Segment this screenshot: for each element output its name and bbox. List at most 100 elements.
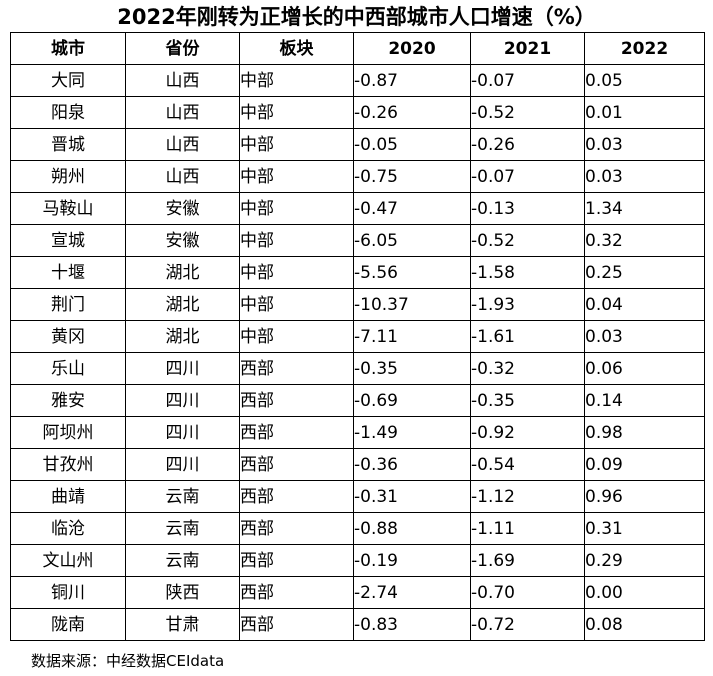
region-cell: 中部 — [239, 288, 354, 321]
province-cell: 安徽 — [125, 224, 240, 257]
data-source-note: 数据来源：中经数据CEIdata — [31, 652, 225, 670]
value-2021-cell: -1.58 — [470, 256, 585, 289]
value-2020-cell: -1.49 — [353, 416, 471, 449]
value-2020-cell: -0.83 — [353, 608, 471, 641]
value-2021-cell: -1.93 — [470, 288, 585, 321]
table-row: 阳泉 山西 中部 -0.26 -0.52 0.01 — [10, 96, 705, 129]
province-cell: 甘肃 — [125, 608, 240, 641]
value-2022-cell: 0.03 — [584, 320, 705, 353]
region-cell: 西部 — [239, 512, 354, 545]
value-2022-cell: 0.04 — [584, 288, 705, 321]
region-cell: 中部 — [239, 64, 354, 97]
value-2021-cell: -1.11 — [470, 512, 585, 545]
value-2022-cell: 0.03 — [584, 160, 705, 193]
value-2020-cell: -6.05 — [353, 224, 471, 257]
province-cell: 四川 — [125, 448, 240, 481]
table-row: 大同 山西 中部 -0.87 -0.07 0.05 — [10, 64, 705, 97]
city-cell: 雅安 — [10, 384, 126, 417]
city-cell: 曲靖 — [10, 480, 126, 513]
table-row: 陇南 甘肃 西部 -0.83 -0.72 0.08 — [10, 608, 705, 641]
value-2021-cell: -0.26 — [470, 128, 585, 161]
region-cell: 西部 — [239, 384, 354, 417]
value-2021-cell: -0.07 — [470, 64, 585, 97]
value-2021-cell: -0.32 — [470, 352, 585, 385]
region-cell: 中部 — [239, 256, 354, 289]
table-row: 朔州 山西 中部 -0.75 -0.07 0.03 — [10, 160, 705, 193]
region-cell: 西部 — [239, 448, 354, 481]
city-cell: 大同 — [10, 64, 126, 97]
value-2020-cell: -0.05 — [353, 128, 471, 161]
province-cell: 湖北 — [125, 288, 240, 321]
region-cell: 西部 — [239, 608, 354, 641]
city-cell: 十堰 — [10, 256, 126, 289]
table-row: 马鞍山 安徽 中部 -0.47 -0.13 1.34 — [10, 192, 705, 225]
value-2022-cell: 0.96 — [584, 480, 705, 513]
city-cell: 阳泉 — [10, 96, 126, 129]
table-row: 临沧 云南 西部 -0.88 -1.11 0.31 — [10, 512, 705, 545]
value-2021-cell: -0.07 — [470, 160, 585, 193]
city-cell: 阿坝州 — [10, 416, 126, 449]
value-2020-cell: -0.88 — [353, 512, 471, 545]
table-row: 文山州 云南 西部 -0.19 -1.69 0.29 — [10, 544, 705, 577]
city-cell: 乐山 — [10, 352, 126, 385]
province-cell: 安徽 — [125, 192, 240, 225]
value-2021-cell: -0.35 — [470, 384, 585, 417]
value-2020-cell: -0.87 — [353, 64, 471, 97]
value-2022-cell: 1.34 — [584, 192, 705, 225]
city-cell: 文山州 — [10, 544, 126, 577]
value-2022-cell: 0.32 — [584, 224, 705, 257]
region-cell: 中部 — [239, 128, 354, 161]
region-cell: 西部 — [239, 576, 354, 609]
region-cell: 中部 — [239, 224, 354, 257]
population-growth-table: 城市 省份 板块 2020 2021 2022 大同 山西 中部 -0.87 -0.07… — [10, 32, 705, 641]
value-2022-cell: 0.09 — [584, 448, 705, 481]
region-cell: 西部 — [239, 416, 354, 449]
value-2022-cell: 0.00 — [584, 576, 705, 609]
city-cell: 铜川 — [10, 576, 126, 609]
table-row: 乐山 四川 西部 -0.35 -0.32 0.06 — [10, 352, 705, 385]
table-body: 大同 山西 中部 -0.87 -0.07 0.05 阳泉 山西 中部 -0.26 -0.52 0.01… — [10, 64, 705, 641]
province-cell: 云南 — [125, 544, 240, 577]
city-cell: 荆门 — [10, 288, 126, 321]
header-region: 板块 — [239, 32, 354, 65]
table-row: 荆门 湖北 中部 -10.37 -1.93 0.04 — [10, 288, 705, 321]
header-province: 省份 — [125, 32, 240, 65]
value-2022-cell: 0.31 — [584, 512, 705, 545]
value-2020-cell: -7.11 — [353, 320, 471, 353]
value-2021-cell: -0.92 — [470, 416, 585, 449]
region-cell: 中部 — [239, 192, 354, 225]
value-2021-cell: -1.61 — [470, 320, 585, 353]
value-2020-cell: -0.19 — [353, 544, 471, 577]
value-2020-cell: -10.37 — [353, 288, 471, 321]
value-2022-cell: 0.06 — [584, 352, 705, 385]
city-cell: 晋城 — [10, 128, 126, 161]
header-city: 城市 — [10, 32, 126, 65]
value-2020-cell: -0.47 — [353, 192, 471, 225]
value-2021-cell: -0.70 — [470, 576, 585, 609]
province-cell: 四川 — [125, 352, 240, 385]
value-2021-cell: -0.13 — [470, 192, 585, 225]
value-2020-cell: -0.36 — [353, 448, 471, 481]
table-row: 宣城 安徽 中部 -6.05 -0.52 0.32 — [10, 224, 705, 257]
region-cell: 西部 — [239, 352, 354, 385]
province-cell: 四川 — [125, 384, 240, 417]
value-2020-cell: -0.35 — [353, 352, 471, 385]
value-2022-cell: 0.05 — [584, 64, 705, 97]
value-2020-cell: -0.69 — [353, 384, 471, 417]
table-title: 2022年刚转为正增长的中西部城市人口增速（%） — [117, 5, 596, 29]
value-2022-cell: 0.98 — [584, 416, 705, 449]
region-cell: 中部 — [239, 96, 354, 129]
value-2022-cell: 0.01 — [584, 96, 705, 129]
value-2022-cell: 0.03 — [584, 128, 705, 161]
city-cell: 朔州 — [10, 160, 126, 193]
table-row: 十堰 湖北 中部 -5.56 -1.58 0.25 — [10, 256, 705, 289]
header-2020: 2020 — [353, 32, 471, 65]
province-cell: 山西 — [125, 128, 240, 161]
header-2022: 2022 — [584, 32, 705, 65]
city-cell: 黄冈 — [10, 320, 126, 353]
value-2022-cell: 0.14 — [584, 384, 705, 417]
table-row: 雅安 四川 西部 -0.69 -0.35 0.14 — [10, 384, 705, 417]
header-2021: 2021 — [470, 32, 585, 65]
table-row: 黄冈 湖北 中部 -7.11 -1.61 0.03 — [10, 320, 705, 353]
province-cell: 山西 — [125, 160, 240, 193]
